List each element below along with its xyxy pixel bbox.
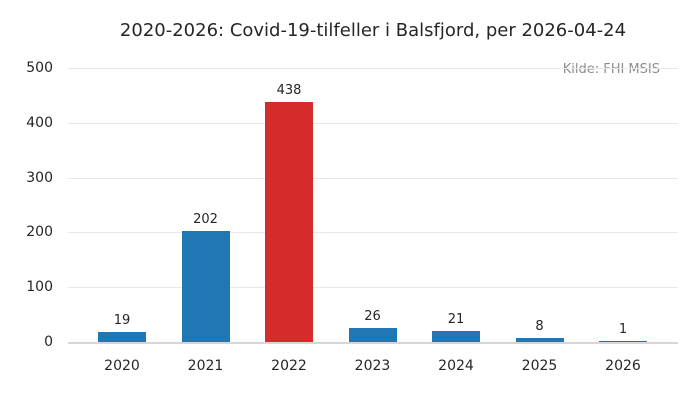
bar-2024	[432, 330, 480, 342]
y-tick-label-200: 200	[26, 224, 53, 241]
x-tick-label-2026: 2026	[605, 358, 641, 374]
bar-2026	[599, 341, 647, 342]
plot-area: 19 202 438 26 21 8 1	[68, 68, 678, 342]
x-tick-label-2020: 2020	[104, 358, 140, 374]
bar-value-label-2023: 26	[364, 308, 381, 324]
x-tick-label-2025: 2025	[521, 358, 558, 374]
bar-2020	[98, 331, 146, 342]
bar-value-label-2021: 202	[193, 212, 218, 228]
y-tick-label-100: 100	[26, 279, 53, 296]
x-tick-label-2021: 2021	[187, 358, 224, 374]
gridline-y-100	[68, 287, 678, 289]
x-tick-label-2022: 2022	[271, 358, 307, 374]
y-tick-label-0: 0	[44, 334, 53, 350]
gridline-y-500	[68, 68, 678, 69]
y-tick-label-300: 300	[26, 169, 53, 186]
gridline-y-300	[68, 177, 678, 179]
bar-value-label-2020: 19	[113, 312, 131, 328]
bar-value-label-2024: 21	[447, 311, 465, 327]
bar-2022	[265, 101, 313, 342]
bar-2021	[181, 231, 230, 342]
bar-value-label-2026: 1	[618, 322, 628, 338]
bar-value-label-2022: 438	[276, 82, 302, 98]
bar-2025	[515, 337, 564, 342]
y-tick-label-500: 500	[26, 60, 53, 76]
gridline-y-400	[68, 122, 678, 124]
x-axis-line	[68, 342, 678, 344]
chart-title: 2020-2026: Covid-19-tilfeller i Balsfjor…	[119, 20, 627, 41]
x-tick-label-2023: 2023	[354, 358, 391, 374]
bar-value-label-2025: 8	[535, 318, 544, 334]
x-tick-label-2024: 2024	[438, 358, 474, 374]
bar-2023	[348, 327, 397, 342]
gridline-y-200	[68, 232, 678, 234]
source-note: Kilde: FHI MSIS	[562, 62, 660, 77]
y-tick-label-400: 400	[26, 114, 53, 131]
